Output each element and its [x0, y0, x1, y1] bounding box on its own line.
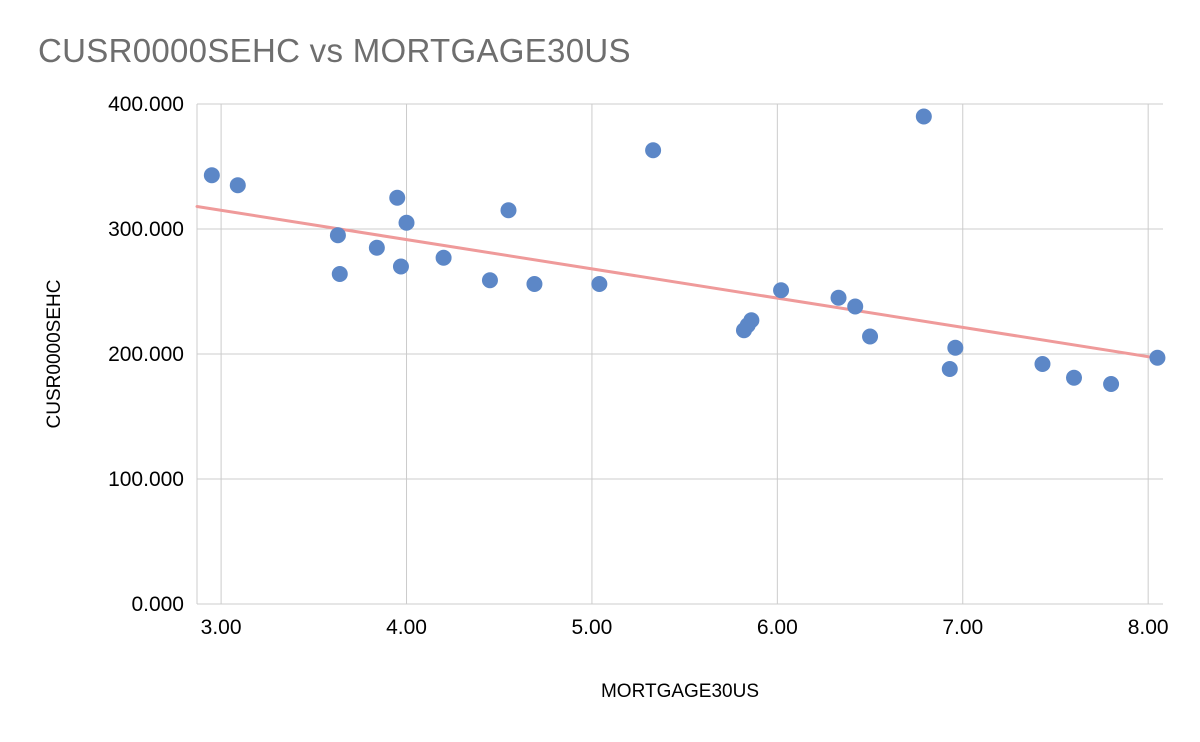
trendline: [195, 205, 1165, 361]
data-point: [203, 167, 220, 184]
x-tick-label: 3.00: [201, 616, 242, 639]
data-point: [847, 298, 864, 315]
data-point: [368, 239, 385, 256]
data-point: [1066, 369, 1083, 386]
data-point: [435, 249, 452, 266]
data-point: [389, 189, 406, 206]
data-point: [591, 276, 608, 292]
tick-labels-group: 0.000 100.000 200.000 300.000 400.000 3.00 4.0…: [108, 93, 1169, 639]
x-tick-label: 6.00: [757, 616, 798, 639]
data-point: [526, 276, 543, 292]
x-tick-label: 7.00: [942, 616, 983, 639]
y-tick-label: 400.000: [108, 93, 184, 116]
y-tick-label: 0.000: [131, 593, 184, 616]
data-point: [500, 202, 517, 219]
x-tick-label: 5.00: [571, 616, 612, 639]
data-point: [481, 272, 498, 289]
data-point: [947, 339, 964, 356]
data-point: [773, 282, 790, 299]
y-tick-label: 100.000: [108, 468, 184, 491]
series-group: [195, 108, 1166, 392]
y-tick-label: 200.000: [108, 343, 184, 366]
data-point: [229, 177, 246, 194]
data-point: [398, 214, 415, 231]
data-point: [915, 108, 932, 125]
x-axis-title: MORTGAGE30US: [601, 681, 759, 702]
y-axis-title: CUSR0000SEHC: [44, 280, 65, 429]
data-point: [329, 227, 346, 244]
x-tick-label: 8.00: [1128, 616, 1169, 639]
data-point: [941, 361, 958, 377]
x-tick-label: 4.00: [386, 616, 427, 639]
y-tick-label: 300.000: [108, 218, 184, 241]
data-point: [1103, 376, 1120, 392]
data-point: [1149, 349, 1166, 366]
data-point: [331, 266, 348, 282]
data-point: [862, 328, 879, 345]
chart-title: CUSR0000SEHC vs MORTGAGE30US: [38, 32, 631, 69]
data-point: [830, 289, 847, 306]
gridlines-group: [196, 103, 1163, 605]
data-point: [743, 312, 760, 329]
data-point: [392, 258, 409, 275]
data-point: [645, 142, 662, 159]
data-point: [1034, 356, 1051, 372]
